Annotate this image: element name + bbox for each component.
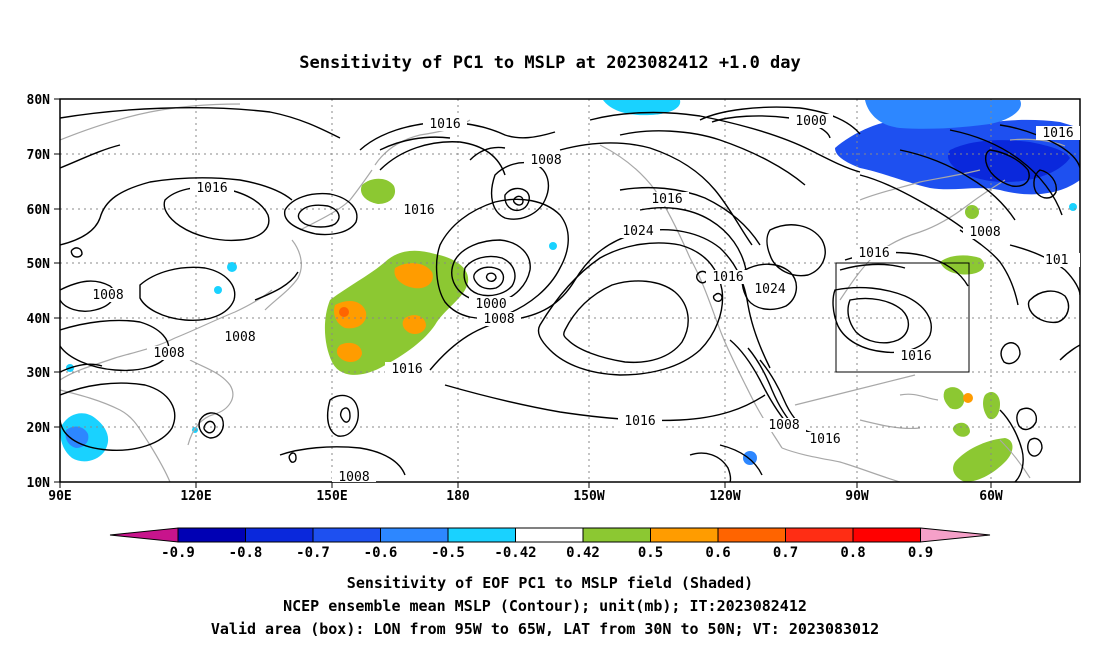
positive-region-atlantic-sub [983,391,1000,420]
contour-label: 1016 [651,192,682,207]
colorbar-label: 0.7 [773,545,798,561]
lat-label-60n: 60N [27,203,51,218]
colorbar-label: 0.9 [908,545,933,561]
contour-label: 1024 [622,224,653,239]
colorbar-swatch [852,527,921,543]
graticule [60,99,1080,482]
colorbar-label: -0.5 [431,545,465,561]
colorbar-swatch [582,527,651,543]
contour-labels: 1016 1016 1016 1016 1016 1016 1016 1016 … [86,114,1080,485]
contour-label: 1016 [624,414,655,429]
lon-label-120e: 120E [180,489,211,504]
colorbar-label: -0.42 [494,545,536,561]
lat-label-50n: 50N [27,257,51,272]
lon-label-180: 180 [446,489,470,504]
colorbar-labels: -0.9 -0.8 -0.7 -0.6 -0.5 -0.42 0.42 0.5 … [161,545,933,561]
colorbar-max-triangle [920,527,991,543]
colorbar-swatch [312,527,381,543]
coastlines [60,103,1066,482]
contour-label: 1000 [475,297,506,312]
colorbar-min-triangle [109,527,179,543]
contour-label: 1008 [338,470,369,485]
lon-label-90e: 90E [48,489,71,504]
contour-label: 1016 [900,349,931,364]
positive-region-west-pacific [324,250,469,375]
positive-region-south-atlantic [953,438,1013,482]
colorbar-label: -0.6 [364,545,398,561]
positive-region-west-pacific-orange4 [336,342,362,362]
contour-label: 101 [1045,253,1068,268]
contour-label: 1016 [858,246,889,261]
caption-line-1: Sensitivity of EOF PC1 to MSLP field (Sh… [347,574,753,592]
map-frame [59,98,1081,483]
positive-region-caribbean-east [943,387,965,410]
colorbar-swatch [380,527,449,543]
contour-label: 1008 [224,330,255,345]
lat-label-70n: 70N [27,148,51,163]
lat-label-80n: 80N [27,93,51,108]
lat-label-20n: 20N [27,421,51,436]
axis-ticks [54,98,992,488]
colorbar-label: 0.6 [705,545,730,561]
negative-region-north-atlantic-core [947,140,1070,182]
colorbar-label: -0.7 [296,545,330,561]
negative-region-sw-pacific-core [65,426,89,448]
contour-label: 1016 [712,270,743,285]
figure-title: Sensitivity of PC1 to MSLP at 2023082412… [299,53,801,73]
contour-label: 1008 [153,346,184,361]
lat-label-40n: 40N [27,312,51,327]
positive-region-kamchatka [360,178,396,204]
mslp-contours [60,106,1080,482]
lon-label-90w: 90W [845,489,869,504]
contour-label: 1008 [768,418,799,433]
contour-label: 1016 [1042,126,1073,141]
contour-label: 1008 [483,312,514,327]
colorbar [109,527,991,543]
contour-label: 1024 [754,282,785,297]
colorbar-label: 0.42 [566,545,600,561]
colorbar-swatch [515,527,584,543]
lat-label-10n: 10N [27,476,51,491]
contour-label: 1016 [809,432,840,447]
colorbar-label: 0.5 [638,545,663,561]
colorbar-swatch [650,527,719,543]
latitude-labels: 80N 70N 60N 50N 40N 30N 20N 10N [27,93,51,491]
colorbar-swatch [177,527,246,543]
colorbar-label: 0.8 [840,545,865,561]
contour-label: 1016 [391,362,422,377]
positive-region-west-pacific-orange3 [402,315,426,334]
positive-region-west-pacific-orange2 [394,263,433,289]
valid-area-box [835,262,970,373]
lon-label-150w: 150W [573,489,604,504]
lon-label-150e: 150E [316,489,347,504]
colorbar-swatch [447,527,516,543]
negative-region-arctic-light [603,100,681,116]
contour-label: 1016 [196,181,227,196]
colorbar-label: -0.8 [229,545,263,561]
sensitivity-shading [60,100,1080,482]
contour-label: 1008 [530,153,561,168]
longitude-labels: 90E 120E 150E 180 150W 120W 90W 60W [48,489,1003,504]
colorbar-swatch [717,527,786,543]
lat-label-30n: 30N [27,366,51,381]
colorbar-swatch [245,527,314,543]
lon-label-120w: 120W [709,489,740,504]
negative-region-greenland [865,100,1021,129]
contour-label: 1016 [403,203,434,218]
lon-label-60w: 60W [979,489,1003,504]
colorbar-swatch [785,527,854,543]
contour-label: 1000 [795,114,826,129]
positive-region-newfoundland [940,255,985,275]
contour-label: 1008 [969,225,1000,240]
colorbar-label: -0.9 [161,545,195,561]
contour-label: 1016 [429,117,460,132]
caption-line-3: Valid area (box): LON from 95W to 65W, L… [211,620,879,638]
caption-line-2: NCEP ensemble mean MSLP (Contour); unit(… [283,597,807,615]
contour-label: 1008 [92,288,123,303]
